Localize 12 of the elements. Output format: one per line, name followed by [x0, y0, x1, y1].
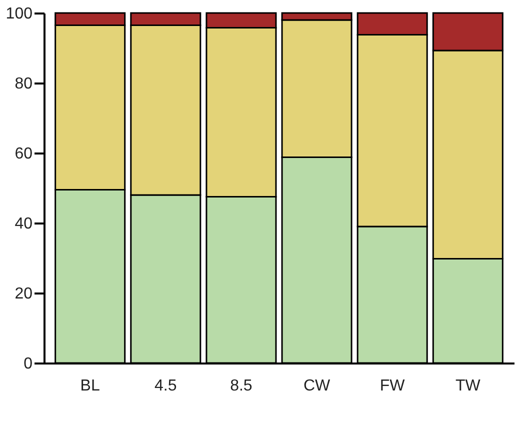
- y-tick-label: 60: [14, 146, 33, 162]
- x-tick-label: 8.5: [230, 378, 252, 394]
- x-tick-label: FW: [380, 378, 406, 394]
- y-tick-label: 20: [14, 286, 33, 302]
- y-tick-label: 100: [6, 6, 33, 22]
- y-tick-label: 80: [14, 76, 33, 92]
- x-tick-label: 4.5: [154, 378, 177, 394]
- x-tick-label: TW: [455, 378, 482, 394]
- y-tick-label: 40: [14, 216, 33, 232]
- y-tick-label: 0: [24, 356, 33, 372]
- x-tick-label: CW: [303, 378, 332, 394]
- x-tick-label: BL: [80, 378, 100, 394]
